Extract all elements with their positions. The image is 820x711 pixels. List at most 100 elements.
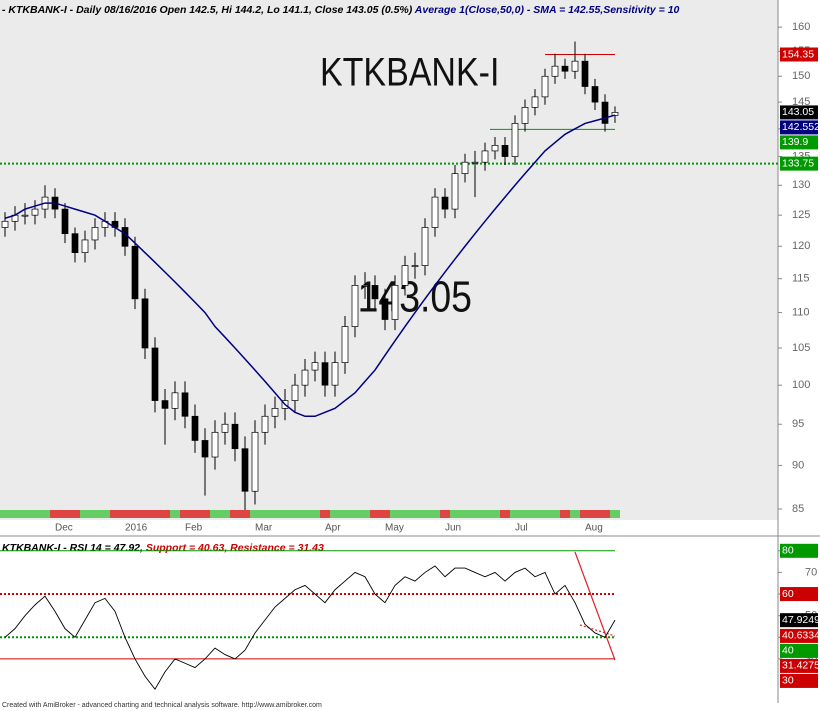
- trend-strip: [610, 510, 620, 518]
- trend-strip: [370, 510, 380, 518]
- candle-body: [21, 214, 29, 217]
- value-box-label: 133.75: [782, 157, 814, 169]
- candle-body: [81, 239, 89, 253]
- x-tick-label: Dec: [55, 523, 73, 534]
- candle-body: [291, 384, 299, 401]
- trend-strip: [380, 510, 390, 518]
- trend-strip: [170, 510, 180, 518]
- candle-body: [161, 400, 169, 409]
- trend-strip: [260, 510, 270, 518]
- sma-legend: Average 1(Close,50,0) - SMA = 142.55,: [414, 4, 603, 16]
- rsi-line: [4, 565, 616, 690]
- trend-strip: [0, 510, 10, 518]
- candle-body: [491, 144, 499, 152]
- candle-body: [121, 227, 129, 247]
- candle-body: [201, 440, 209, 458]
- value-box: [780, 156, 818, 171]
- trend-strip: [550, 510, 560, 518]
- trend-strip: [300, 510, 310, 518]
- trend-strip: [410, 510, 420, 518]
- trend-strip: [520, 510, 530, 518]
- y-tick-label: 95: [792, 418, 804, 430]
- trend-strip: [50, 510, 60, 518]
- trend-strip: [220, 510, 230, 518]
- trend-strip: [510, 510, 520, 518]
- value-box-label: 80: [782, 545, 794, 557]
- value-box-label: 31.4275: [782, 660, 820, 672]
- y-tick-label: 115: [792, 273, 810, 285]
- trend-strip: [580, 510, 590, 518]
- trend-strip: [180, 510, 190, 518]
- value-box-label: 139.9: [782, 136, 808, 148]
- candle-body: [321, 362, 329, 386]
- trend-strip: [490, 510, 500, 518]
- value-box-label: 40.6334: [782, 630, 820, 642]
- x-tick-label: May: [385, 523, 404, 534]
- y-tick-label: 70: [805, 566, 817, 578]
- trend-strip: [100, 510, 110, 518]
- trend-strip: [540, 510, 550, 518]
- trend-strip: [200, 510, 210, 518]
- value-box: [780, 47, 818, 62]
- trend-strip: [290, 510, 300, 518]
- trend-strip: [70, 510, 80, 518]
- trend-strip: [390, 510, 400, 518]
- y-tick-label: 120: [792, 240, 810, 252]
- rsi-title: KTKBANK-I - RSI 14 = 47.92,: [2, 542, 143, 554]
- candle-body: [341, 326, 349, 364]
- trend-strip: [40, 510, 50, 518]
- trend-strip: [110, 510, 120, 518]
- trend-strip: [330, 510, 340, 518]
- candle-body: [581, 60, 589, 87]
- trend-strip: [600, 510, 610, 518]
- candle-body: [91, 227, 99, 241]
- value-box: [780, 135, 818, 150]
- trend-strip: [590, 510, 600, 518]
- trend-strip: [360, 510, 370, 518]
- trend-strip: [30, 510, 40, 518]
- value-box-label: 30: [782, 675, 794, 687]
- candle-body: [391, 285, 399, 320]
- candle-body: [191, 415, 199, 441]
- trend-strip: [120, 510, 130, 518]
- x-tick-label: 2016: [125, 523, 148, 534]
- trend-strip: [240, 510, 250, 518]
- value-box: [780, 613, 818, 628]
- y-tick-label: 150: [792, 70, 810, 82]
- candle-body: [221, 423, 229, 433]
- y-tick-label: 160: [792, 21, 810, 33]
- value-box: [780, 628, 818, 643]
- trend-strip: [150, 510, 160, 518]
- chart-header: - KTKBANK-I - Daily 08/16/2016 Open 142.…: [2, 4, 680, 16]
- value-box: [780, 120, 818, 135]
- candle-body: [401, 265, 409, 286]
- title: - KTKBANK-I - Daily 08/16/2016 Open 142.…: [2, 4, 413, 16]
- x-tick-label: Mar: [255, 523, 273, 534]
- candle-body: [511, 123, 519, 157]
- candle-body: [531, 96, 539, 108]
- trend-strip: [480, 510, 490, 518]
- y-tick-label: 110: [792, 306, 810, 318]
- rsi-subtitle: Support = 40.63, Resistance = 31.43: [146, 542, 324, 554]
- trend-strip: [280, 510, 290, 518]
- candle-body: [611, 112, 619, 116]
- candle-body: [301, 369, 309, 386]
- y-tick-label: 105: [792, 342, 810, 354]
- trend-strip: [320, 510, 330, 518]
- candle-body: [361, 285, 369, 287]
- sma-line: [4, 114, 616, 418]
- trend-strip: [210, 510, 220, 518]
- trend-strip: [80, 510, 90, 518]
- value-box-label: 60: [782, 588, 794, 600]
- candle-body: [431, 196, 439, 228]
- y-tick-label: 85: [792, 503, 804, 515]
- trend-strip: [470, 510, 480, 518]
- footer: Created with AmiBroker - advanced charti…: [2, 702, 322, 709]
- candle-body: [131, 245, 139, 300]
- candle-body: [571, 60, 579, 72]
- trend-line: [574, 551, 616, 661]
- trend-strip: [230, 510, 240, 518]
- trend-strip: [350, 510, 360, 518]
- candle-body: [1, 220, 9, 228]
